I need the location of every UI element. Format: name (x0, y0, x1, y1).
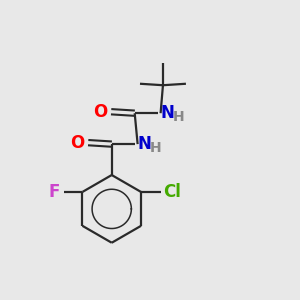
Text: H: H (173, 110, 184, 124)
Text: O: O (93, 103, 107, 121)
Text: N: N (160, 104, 175, 122)
Text: O: O (70, 134, 84, 152)
Text: N: N (138, 135, 152, 153)
Text: F: F (48, 183, 60, 201)
Text: H: H (150, 141, 162, 154)
Text: Cl: Cl (163, 183, 181, 201)
